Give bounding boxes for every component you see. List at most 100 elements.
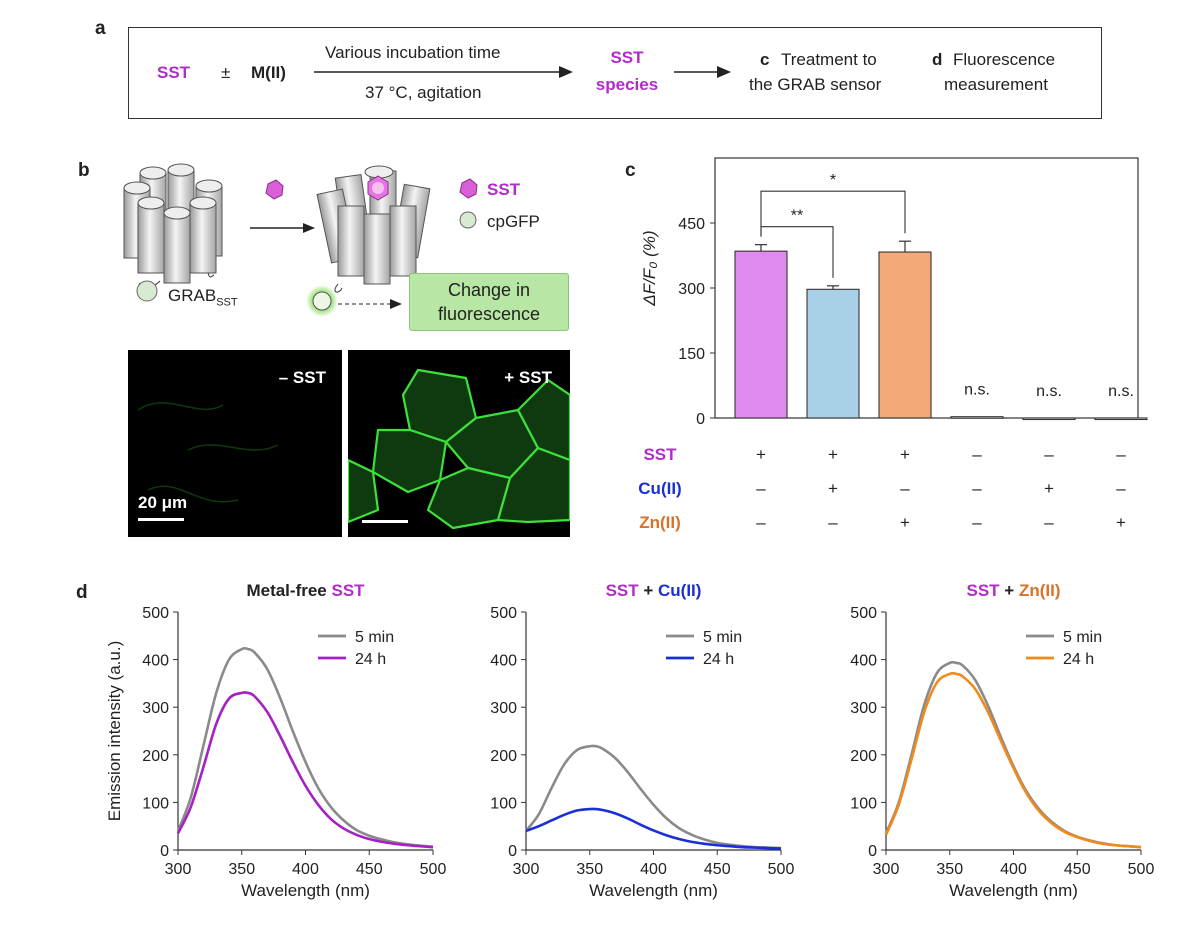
y-axis-label: Emission intensity (a.u.) xyxy=(105,641,124,821)
y-tick-label: 200 xyxy=(490,748,517,765)
x-tick-label: 400 xyxy=(640,861,667,878)
y-tick-label: 300 xyxy=(490,700,517,717)
condition-sign: – xyxy=(972,479,982,498)
series-line xyxy=(176,646,434,848)
scheme-pm: ± xyxy=(221,63,231,82)
scale-bar-label: 20 μm xyxy=(138,493,188,512)
spectrum-chart-metal-free: Metal-free SST 0 100 200 300 400 500 300 350 400 4… xyxy=(105,581,446,900)
significance-label: * xyxy=(830,172,836,189)
y-tick-label: 400 xyxy=(142,653,169,670)
scheme-arrow-bottom: 37 °C, agitation xyxy=(365,83,482,102)
scheme-d-letter: d xyxy=(932,50,943,69)
scheme-arrows xyxy=(314,66,731,78)
condition-label: Zn(II) xyxy=(639,513,681,532)
x-tick-label: 350 xyxy=(576,861,603,878)
receptor-right xyxy=(306,165,431,317)
y-tick-label: 200 xyxy=(850,748,877,765)
legend-cpgfp-label: cpGFP xyxy=(487,212,540,231)
title-part: + xyxy=(1000,581,1019,600)
bar xyxy=(878,251,932,419)
micrograph-plus-label: + SST xyxy=(504,368,552,387)
chart-title: SST + Zn(II) xyxy=(967,581,1061,600)
scheme-species-2: species xyxy=(595,75,659,94)
condition-sign: – xyxy=(756,513,766,532)
y-tick-label: 0 xyxy=(508,843,517,860)
scale-bar xyxy=(138,518,184,521)
condition-sign: + xyxy=(900,445,910,464)
chart-title: Metal-free SST xyxy=(246,581,365,600)
x-tick-label: 500 xyxy=(768,861,795,878)
scheme-d-text-2: measurement xyxy=(944,75,1048,94)
ns-label: n.s. xyxy=(1108,383,1134,400)
condition-sign: – xyxy=(972,445,982,464)
legend-cpgfp-icon xyxy=(459,211,477,229)
spectrum-chart-zn: SST + Zn(II) 0 100 200 300 400 500 300 350 400 450… xyxy=(850,581,1154,900)
condition-sign: + xyxy=(828,445,838,464)
scheme-c-text-2: the GRAB sensor xyxy=(749,75,882,94)
condition-label: SST xyxy=(643,445,677,464)
series-line xyxy=(884,671,1142,849)
y-tick-label: 500 xyxy=(142,605,169,622)
series-line xyxy=(176,691,434,849)
significance-label: ** xyxy=(791,208,803,225)
condition-sign: + xyxy=(828,479,838,498)
grab-label: GRABSST xyxy=(168,286,238,309)
ns-label: n.s. xyxy=(1036,383,1062,400)
axes xyxy=(177,612,433,851)
legend-sst-icon xyxy=(459,178,478,199)
condition-label: Cu(II) xyxy=(638,479,681,498)
scheme-species-1: SST xyxy=(610,48,644,67)
x-axis-label: Wavelength (nm) xyxy=(589,881,718,900)
fluorescence-line-1: Change in xyxy=(447,280,531,300)
fluorescence-box: Change in fluorescence xyxy=(409,273,569,331)
y-tick-label: 450 xyxy=(678,216,705,233)
micrograph-minus-label: – SST xyxy=(278,368,326,387)
significance-bracket xyxy=(760,190,906,237)
y-tick-label: 100 xyxy=(142,795,169,812)
legend-label: 24 h xyxy=(703,651,734,668)
chart-title: SST + Cu(II) xyxy=(606,581,702,600)
x-tick-label: 400 xyxy=(1000,861,1027,878)
scale-bar-right xyxy=(362,520,408,523)
x-tick-label: 300 xyxy=(873,861,900,878)
condition-sign: – xyxy=(756,479,766,498)
x-tick-label: 450 xyxy=(356,861,383,878)
bar xyxy=(806,288,860,419)
y-tick-label: 150 xyxy=(678,346,705,363)
y-tick-label: 200 xyxy=(142,748,169,765)
condition-sign: + xyxy=(1116,513,1126,532)
y-tick-label: 0 xyxy=(696,411,705,428)
grab-schematic xyxy=(123,163,478,317)
legend-sst-label: SST xyxy=(487,180,521,199)
x-tick-label: 400 xyxy=(292,861,319,878)
title-part: SST xyxy=(967,581,1001,600)
y-tick-label: 300 xyxy=(678,281,705,298)
condition-sign: – xyxy=(1116,445,1126,464)
bar xyxy=(1094,417,1148,421)
panel-b-label: b xyxy=(78,160,90,181)
title-part: + xyxy=(639,581,658,600)
title-part: SST xyxy=(606,581,640,600)
legend-label: 5 min xyxy=(355,629,394,646)
scheme-d-text-1: Fluorescence xyxy=(953,50,1056,69)
y-tick-label: 500 xyxy=(490,605,517,622)
y-axis-label: ΔF/F₀ (%) xyxy=(640,230,659,306)
title-part: Zn(II) xyxy=(1019,581,1061,600)
condition-sign: + xyxy=(1044,479,1054,498)
panel-a-label: a xyxy=(95,18,106,39)
x-tick-label: 450 xyxy=(1064,861,1091,878)
scheme-box: SST ± M(II) Various incubation time 37 °… xyxy=(128,27,1102,119)
scheme-c-letter: c xyxy=(760,50,770,69)
title-part: Metal-free xyxy=(246,581,331,600)
y-tick-label: 100 xyxy=(490,795,517,812)
y-tick-label: 100 xyxy=(850,795,877,812)
x-axis-label: Wavelength (nm) xyxy=(241,881,370,900)
spectrum-chart-cu: SST + Cu(II) 0 100 200 300 400 500 300 350 400 450… xyxy=(490,581,795,900)
legend-label: 5 min xyxy=(703,629,742,646)
series-line xyxy=(524,744,782,850)
condition-sign: – xyxy=(972,513,982,532)
y-tick-label: 500 xyxy=(850,605,877,622)
condition-sign: – xyxy=(1116,479,1126,498)
y-tick-label: 0 xyxy=(868,843,877,860)
